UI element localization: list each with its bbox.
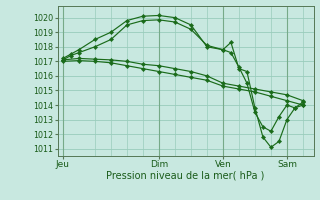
X-axis label: Pression niveau de la mer( hPa ): Pression niveau de la mer( hPa ) — [107, 171, 265, 181]
